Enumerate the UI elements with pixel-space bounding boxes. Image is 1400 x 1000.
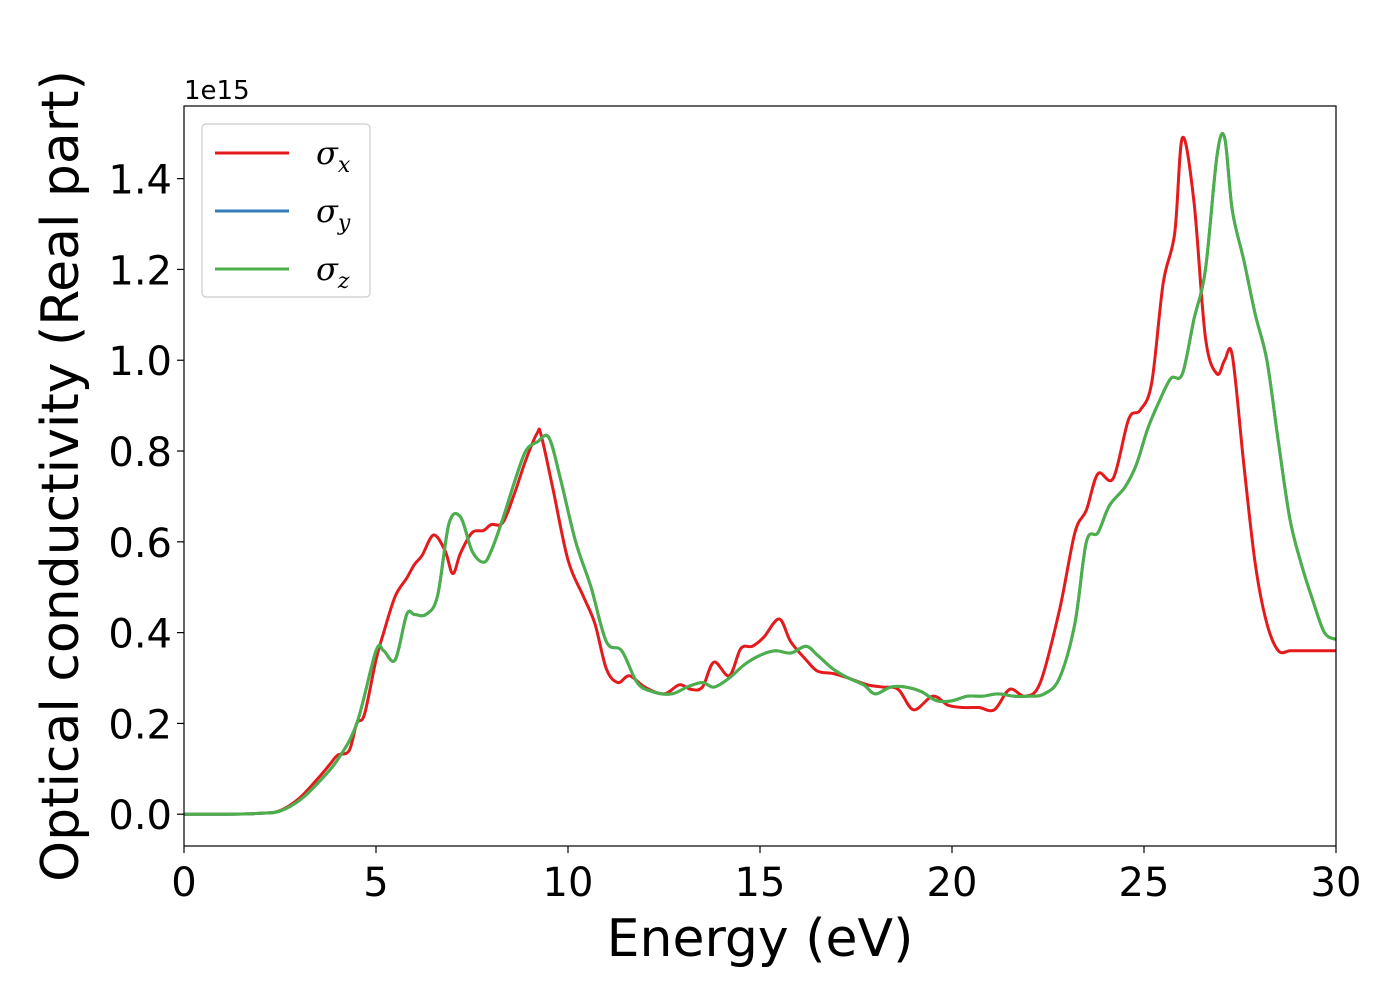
y-ticks: 0.0 0.2 0.4 0.6 0.8 1.0 1.2 1.4 <box>108 158 184 839</box>
legend-label-x: σx <box>316 134 351 178</box>
y-tick-label: 0.2 <box>108 702 172 748</box>
x-axis-label: Energy (eV) <box>607 909 914 969</box>
y-tick-label: 0.4 <box>108 612 172 658</box>
series-line-x <box>184 135 1336 816</box>
series-line-z <box>184 132 1336 816</box>
axes-frame <box>183 105 1337 847</box>
x-tick-label: 0 <box>171 860 196 906</box>
x-ticks: 0 5 10 15 20 25 30 <box>171 846 1361 906</box>
y-tick-label: 0.0 <box>108 793 172 839</box>
x-tick-label: 10 <box>543 860 594 906</box>
y-tick-label: 0.8 <box>108 430 172 476</box>
legend: σx σy σz <box>201 123 371 298</box>
legend-label-z: σz <box>316 250 350 294</box>
y-axis-label: Optical conductivity (Real part) <box>31 70 91 882</box>
x-tick-label: 15 <box>735 860 786 906</box>
x-tick-label: 20 <box>927 860 978 906</box>
x-tick-label: 5 <box>363 860 388 906</box>
x-tick-label: 30 <box>1311 860 1362 906</box>
y-tick-label: 1.0 <box>108 339 172 385</box>
x-tick-label: 25 <box>1119 860 1170 906</box>
y-tick-label: 1.4 <box>108 158 172 204</box>
plot-area <box>184 132 1336 816</box>
y-tick-label: 0.6 <box>108 521 172 567</box>
y-tick-label: 1.2 <box>108 248 172 294</box>
legend-label-y: σy <box>316 192 351 236</box>
y-offset-label: 1e15 <box>184 76 250 106</box>
